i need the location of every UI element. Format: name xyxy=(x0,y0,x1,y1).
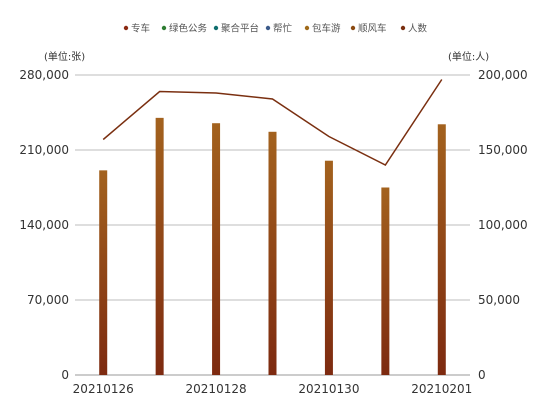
legend: 专车 绿色公务 聚合平台 帮忙 包车游 顺风车 人数 xyxy=(123,23,428,35)
legend-item[interactable]: 专车 xyxy=(123,23,150,35)
legend-marker xyxy=(350,25,356,31)
x-tick-label: 20210126 xyxy=(73,382,134,396)
left-tick-label: 70,000 xyxy=(27,293,69,307)
legend-label: 包车游 xyxy=(312,23,341,35)
legend-item[interactable]: 帮忙 xyxy=(265,23,293,35)
bars xyxy=(99,117,446,376)
x-tick-label: 20210128 xyxy=(186,382,247,396)
legend-item[interactable]: 顺风车 xyxy=(350,23,387,35)
left-axis-ticks: 0 70,000 140,000 210,000 280,000 xyxy=(19,68,69,382)
legend-label: 帮忙 xyxy=(273,23,293,35)
bar[interactable] xyxy=(155,117,164,375)
legend-marker xyxy=(400,25,406,31)
right-tick-label: 200,000 xyxy=(478,68,528,82)
left-tick-label: 0 xyxy=(61,368,69,382)
x-axis-ticks: 20210126 20210128 20210130 20210201 xyxy=(73,382,473,396)
series-lines xyxy=(102,79,443,166)
legend-label: 顺风车 xyxy=(358,23,387,35)
legend-item[interactable]: 聚合平台 xyxy=(213,23,259,35)
left-tick-label: 210,000 xyxy=(19,143,69,157)
right-axis-ticks: 0 50,000 100,000 150,000 200,000 xyxy=(478,68,528,382)
bar[interactable] xyxy=(324,160,333,375)
legend-marker xyxy=(123,25,129,31)
x-tick-label: 20210201 xyxy=(411,382,472,396)
legend-label: 人数 xyxy=(408,23,428,35)
right-tick-label: 150,000 xyxy=(478,143,528,157)
legend-label: 专车 xyxy=(131,23,150,35)
legend-label: 绿色公务 xyxy=(169,23,208,35)
legend-marker xyxy=(213,25,219,31)
series-line[interactable] xyxy=(102,79,443,166)
bar[interactable] xyxy=(437,124,446,376)
legend-item[interactable]: 人数 xyxy=(400,23,428,35)
bar[interactable] xyxy=(381,187,390,376)
legend-item[interactable]: 绿色公务 xyxy=(161,23,208,35)
right-axis-unit: (单位:人) xyxy=(448,50,489,63)
bar[interactable] xyxy=(99,170,108,375)
legend-item[interactable]: 包车游 xyxy=(304,23,341,35)
legend-marker xyxy=(304,25,310,31)
x-tick-label: 20210130 xyxy=(298,382,359,396)
right-tick-label: 100,000 xyxy=(478,218,528,232)
bar[interactable] xyxy=(212,123,221,375)
left-axis-unit: (单位:张) xyxy=(44,50,85,63)
right-tick-label: 0 xyxy=(478,368,486,382)
legend-label: 聚合平台 xyxy=(221,23,259,35)
legend-marker xyxy=(265,25,271,31)
left-tick-label: 280,000 xyxy=(19,68,69,82)
right-tick-label: 50,000 xyxy=(478,293,520,307)
left-tick-label: 140,000 xyxy=(19,218,69,232)
legend-marker xyxy=(161,25,167,31)
bar[interactable] xyxy=(268,131,277,375)
